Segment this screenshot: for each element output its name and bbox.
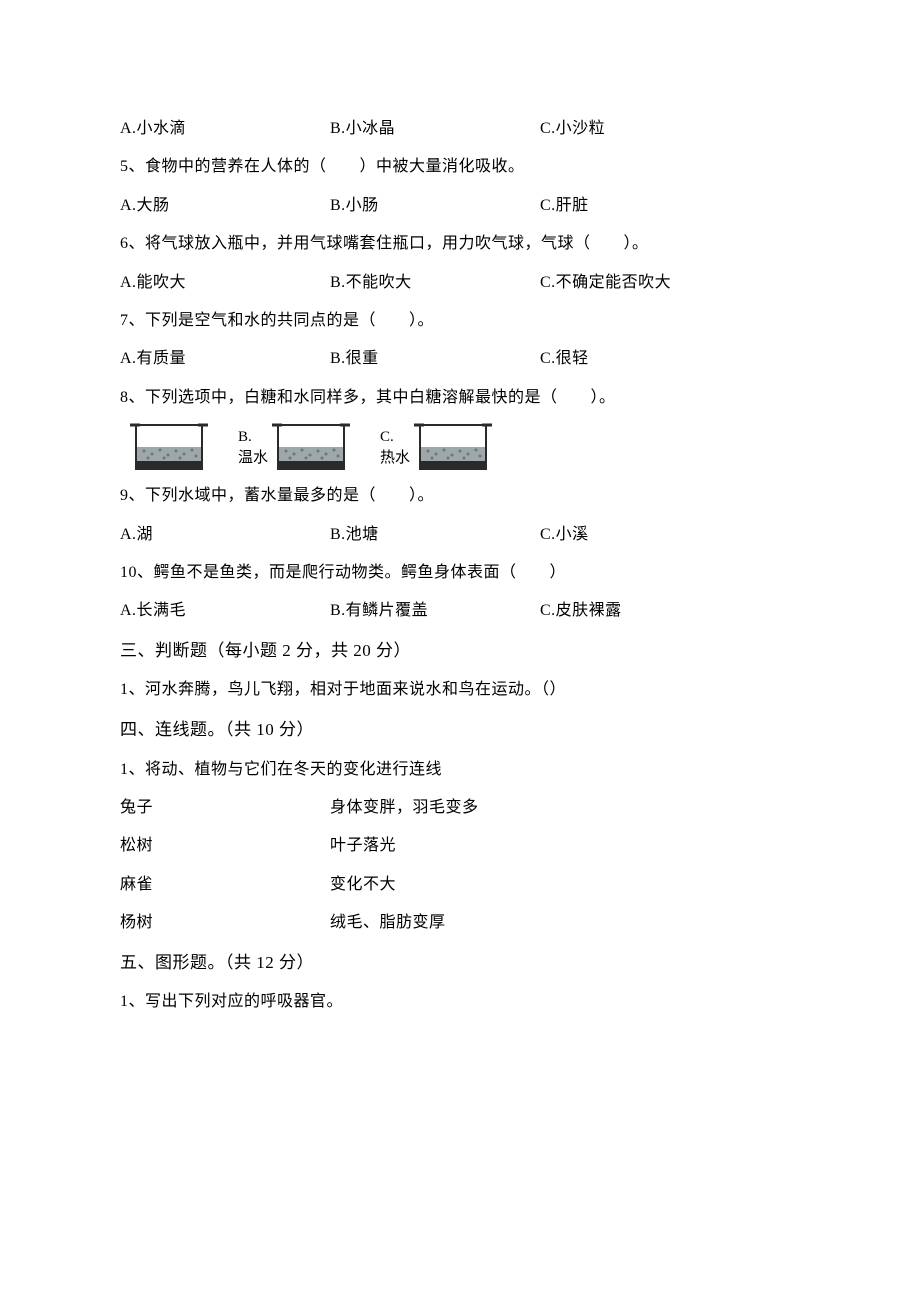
match-left-0: 兔子 (120, 789, 330, 827)
q6-opt-a: A.能吹大 (120, 264, 330, 302)
q4-opt-c: C.小沙粒 (540, 110, 605, 148)
match-row-1: 兔子 身体变胖，羽毛变多 (120, 789, 800, 827)
match-row-2: 松树 叶子落光 (120, 827, 800, 865)
q10-stem: 10、鳄鱼不是鱼类，而是爬行动物类。鳄鱼身体表面（ ） (120, 554, 800, 592)
q6-stem: 6、将气球放入瓶中，并用气球嘴套住瓶口，用力吹气球，气球（ ）。 (120, 225, 800, 263)
q10-opt-a: A.长满毛 (120, 592, 330, 630)
match-left-2: 麻雀 (120, 866, 330, 904)
q8-c-prefix: C. (380, 429, 394, 445)
beaker-icon (272, 421, 350, 473)
q8-b-text: 温水 (238, 450, 268, 466)
q6-opt-b: B.不能吹大 (330, 264, 540, 302)
match-left-3: 杨树 (120, 904, 330, 942)
match-row-3: 麻雀 变化不大 (120, 866, 800, 904)
q6-options: A.能吹大 B.不能吹大 C.不确定能否吹大 (120, 264, 800, 302)
q7-opt-b: B.很重 (330, 340, 540, 378)
q5-opt-c: C.肝脏 (540, 187, 589, 225)
q8-opt-b: B. 温水 (238, 421, 350, 473)
section-5-heading: 五、图形题。（共 12 分） (120, 943, 800, 984)
q10-options: A.长满毛 B.有鳞片覆盖 C.皮肤裸露 (120, 592, 800, 630)
q8-opt-a (130, 421, 208, 473)
q9-opt-c: C.小溪 (540, 516, 589, 554)
q8-b-prefix: B. (238, 429, 252, 445)
q9-stem: 9、下列水域中，蓄水量最多的是（ ）。 (120, 477, 800, 515)
q7-stem: 7、下列是空气和水的共同点的是（ ）。 (120, 302, 800, 340)
document-page: A.小水滴 B.小冰晶 C.小沙粒 5、食物中的营养在人体的（ ）中被大量消化吸… (0, 0, 920, 1301)
q8-c-text: 热水 (380, 450, 410, 466)
q5-opt-a: A.大肠 (120, 187, 330, 225)
section-4-heading: 四、连线题。（共 10 分） (120, 710, 800, 751)
match-right-3: 绒毛、脂肪变厚 (330, 904, 446, 942)
match-right-0: 身体变胖，羽毛变多 (330, 789, 479, 827)
q4-opt-b: B.小冰晶 (330, 110, 540, 148)
match-right-1: 叶子落光 (330, 827, 396, 865)
match-left-1: 松树 (120, 827, 330, 865)
q8-stem: 8、下列选项中，白糖和水同样多，其中白糖溶解最快的是（ ）。 (120, 379, 800, 417)
q8-opt-c: C. 热水 (380, 421, 492, 473)
q7-opt-c: C.很轻 (540, 340, 589, 378)
q8-options: B. 温水 C. 热水 (130, 421, 800, 473)
match-right-2: 变化不大 (330, 866, 396, 904)
q10-opt-b: B.有鳞片覆盖 (330, 592, 540, 630)
q4-opt-a: A.小水滴 (120, 110, 330, 148)
q8-b-label: B. 温水 (238, 429, 268, 467)
q5-opt-b: B.小肠 (330, 187, 540, 225)
q9-opt-b: B.池塘 (330, 516, 540, 554)
q5-stem: 5、食物中的营养在人体的（ ）中被大量消化吸收。 (120, 148, 800, 186)
s5-q1: 1、写出下列对应的呼吸器官。 (120, 983, 800, 1021)
beaker-icon (130, 421, 208, 473)
q10-opt-c: C.皮肤裸露 (540, 592, 622, 630)
q5-options: A.大肠 B.小肠 C.肝脏 (120, 187, 800, 225)
section-3-heading: 三、判断题（每小题 2 分，共 20 分） (120, 631, 800, 672)
s3-q1: 1、河水奔腾，鸟儿飞翔，相对于地面来说水和鸟在运动。（） (120, 671, 800, 709)
q7-options: A.有质量 B.很重 C.很轻 (120, 340, 800, 378)
q8-c-label: C. 热水 (380, 429, 410, 467)
beaker-icon (414, 421, 492, 473)
q9-options: A.湖 B.池塘 C.小溪 (120, 516, 800, 554)
match-row-4: 杨树 绒毛、脂肪变厚 (120, 904, 800, 942)
q6-opt-c: C.不确定能否吹大 (540, 264, 671, 302)
q7-opt-a: A.有质量 (120, 340, 330, 378)
q4-options: A.小水滴 B.小冰晶 C.小沙粒 (120, 110, 800, 148)
q9-opt-a: A.湖 (120, 516, 330, 554)
s4-q1: 1、将动、植物与它们在冬天的变化进行连线 (120, 751, 800, 789)
